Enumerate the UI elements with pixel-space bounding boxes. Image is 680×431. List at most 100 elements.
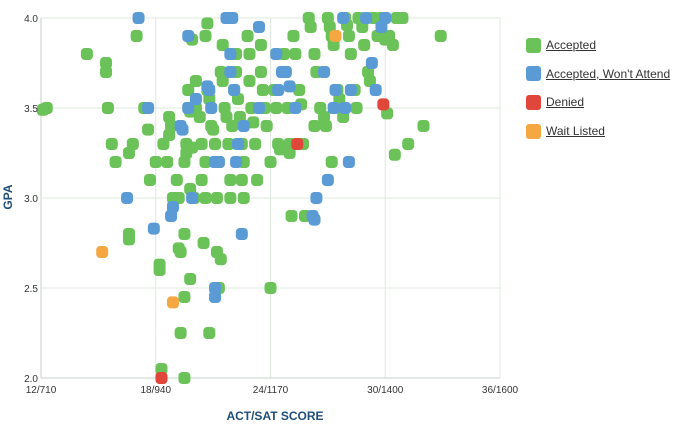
legend-label: Accepted, Won't Attend [546, 66, 671, 81]
y-axis-title: GPA [1, 184, 15, 209]
point-accepted [254, 66, 267, 78]
point-accepted [402, 138, 415, 150]
point-accepted-won-t-attend [235, 228, 248, 240]
point-accepted-won-t-attend [270, 48, 283, 60]
point-accepted-won-t-attend [272, 84, 285, 96]
point-accepted [260, 120, 273, 132]
point-accepted-won-t-attend [342, 156, 355, 168]
point-accepted [304, 21, 317, 33]
point-accepted [226, 120, 239, 132]
point-accepted-won-t-attend [209, 291, 222, 303]
point-accepted [214, 253, 227, 266]
point-accepted [184, 273, 197, 285]
x-tick-label: 36/1600 [482, 385, 519, 396]
point-accepted [308, 48, 321, 60]
point-accepted-won-t-attend [132, 12, 145, 24]
legend-item-wait-listed[interactable]: Wait Listed [526, 117, 678, 146]
y-tick-label: 3.0 [24, 194, 38, 205]
point-accepted [207, 123, 220, 136]
point-accepted-won-t-attend [318, 66, 331, 78]
point-accepted [195, 138, 208, 150]
point-accepted [274, 143, 287, 156]
point-accepted [178, 156, 191, 168]
point-accepted [243, 75, 256, 87]
point-accepted [100, 57, 113, 69]
point-accepted [386, 39, 399, 51]
point-accepted [247, 116, 260, 129]
point-accepted-won-t-attend [226, 12, 239, 24]
chart-legend: Accepted Accepted, Won't Attend Denied Wait… [526, 31, 678, 145]
point-accepted-won-t-attend [203, 84, 216, 96]
point-accepted [283, 147, 296, 159]
point-accepted [153, 264, 166, 276]
point-accepted-won-t-attend [283, 80, 296, 93]
point-accepted-won-t-attend [182, 30, 195, 42]
legend-item-accepted[interactable]: Accepted [526, 31, 678, 60]
x-tick-label: 18/940 [140, 385, 171, 396]
legend-swatch [526, 94, 541, 110]
point-accepted [170, 174, 183, 186]
point-wait-listed [96, 246, 109, 258]
point-accepted-won-t-attend [166, 201, 179, 213]
point-accepted [161, 156, 174, 168]
point-accepted [216, 39, 229, 51]
point-accepted [105, 138, 118, 150]
point-accepted [199, 30, 212, 42]
point-accepted [203, 327, 216, 339]
point-accepted [243, 48, 256, 60]
point-accepted-won-t-attend [142, 102, 155, 114]
point-accepted [224, 192, 237, 204]
point-accepted-won-t-attend [237, 120, 250, 132]
point-accepted-won-t-attend [344, 84, 357, 96]
legend-swatch [526, 123, 541, 139]
legend-item-denied[interactable]: Denied [526, 88, 678, 117]
point-accepted-won-t-attend [186, 192, 199, 204]
point-accepted [325, 156, 338, 168]
point-accepted [197, 237, 210, 249]
point-accepted [210, 192, 223, 204]
point-accepted-won-t-attend [230, 156, 243, 168]
x-tick-label: 24/1170 [253, 385, 289, 396]
point-accepted [350, 102, 363, 114]
point-accepted [220, 111, 233, 123]
point-accepted [174, 246, 187, 258]
point-accepted [189, 75, 202, 87]
point-accepted [157, 138, 170, 150]
point-denied [155, 372, 168, 384]
point-accepted [224, 174, 237, 186]
point-accepted [270, 102, 283, 114]
legend-item-accepted-won-t-attend[interactable]: Accepted, Won't Attend [526, 60, 678, 89]
point-accepted-won-t-attend [365, 57, 378, 69]
point-wait-listed [329, 30, 342, 42]
point-wait-listed [166, 296, 179, 309]
point-accepted-won-t-attend [279, 66, 292, 78]
legend-swatch [526, 37, 541, 53]
point-accepted [249, 138, 262, 150]
point-accepted [363, 75, 376, 87]
point-accepted [186, 141, 199, 154]
point-accepted [434, 30, 447, 42]
point-accepted-won-t-attend [308, 213, 321, 226]
point-accepted [155, 363, 168, 375]
point-accepted-won-t-attend [327, 102, 340, 114]
point-accepted-won-t-attend [224, 66, 237, 78]
point-denied [291, 138, 304, 150]
point-accepted [178, 228, 191, 240]
point-accepted-won-t-attend [176, 123, 189, 136]
point-accepted-won-t-attend [253, 21, 266, 33]
point-accepted-won-t-attend [369, 84, 382, 96]
point-accepted [149, 156, 162, 168]
point-accepted [235, 174, 248, 186]
point-accepted [417, 120, 430, 132]
point-accepted [264, 156, 277, 168]
point-accepted [199, 192, 212, 204]
point-accepted-won-t-attend [289, 102, 302, 114]
x-axis-title: ACT/SAT SCORE [226, 409, 323, 423]
point-denied [377, 98, 390, 111]
chart-points [36, 12, 447, 384]
chart-axes [40, 18, 500, 379]
y-tick-label: 2.0 [24, 374, 38, 385]
point-accepted [101, 102, 114, 114]
point-accepted-won-t-attend [321, 174, 334, 186]
